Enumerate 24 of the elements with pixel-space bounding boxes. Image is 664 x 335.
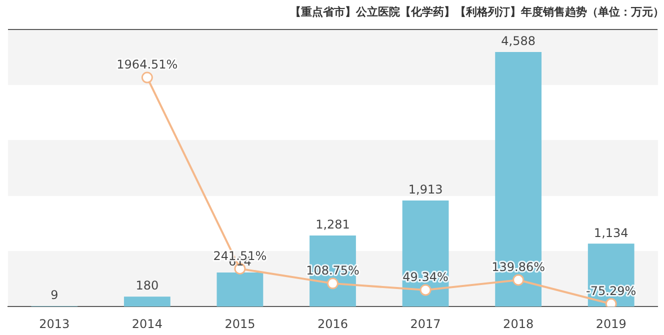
data-label: 4,588 bbox=[501, 34, 536, 48]
data-label: 180 bbox=[136, 278, 159, 293]
data-label: 1964.51% bbox=[116, 58, 178, 72]
point bbox=[141, 72, 153, 84]
point bbox=[327, 278, 338, 290]
x-tick-label: 2018 bbox=[503, 316, 534, 331]
bar bbox=[124, 296, 170, 307]
point bbox=[512, 274, 524, 286]
x-tick-label: 2013 bbox=[39, 316, 70, 331]
bar bbox=[402, 200, 449, 307]
x-tick-label: 2017 bbox=[410, 316, 441, 331]
data-label: 1,913 bbox=[408, 182, 443, 197]
point bbox=[605, 298, 617, 307]
data-label: 49.34% bbox=[402, 270, 448, 284]
chart-title: 【重点省市】公立医院【化学药】【利格列汀】年度销售趋势（单位：万元） bbox=[290, 5, 664, 18]
data-label: 1,134 bbox=[594, 226, 628, 240]
data-label: 9 bbox=[50, 288, 58, 302]
x-tick-label: 2019 bbox=[596, 316, 626, 331]
data-label: 1,281 bbox=[316, 218, 350, 232]
x-tick-label: 2014 bbox=[132, 316, 162, 331]
bar bbox=[216, 272, 264, 307]
x-tick-label: 2015 bbox=[224, 316, 256, 331]
x-tick-label: 2016 bbox=[317, 316, 348, 331]
point bbox=[420, 284, 432, 296]
